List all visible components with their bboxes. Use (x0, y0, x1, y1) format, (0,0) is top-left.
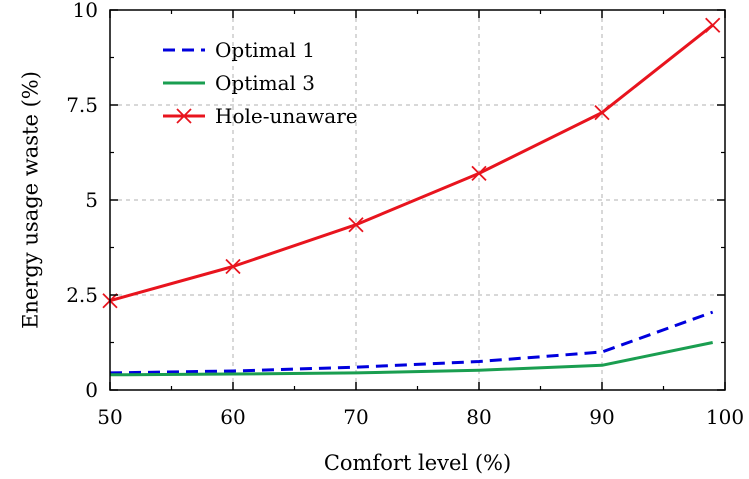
data-point-marker (594, 104, 610, 121)
x-axis-label: Comfort level (%) (324, 451, 511, 475)
x-tick-label: 50 (97, 405, 122, 429)
axis-ticks: 50 60 70 80 90 100 0 2.5 5 7.5 10 (66, 0, 744, 429)
legend-label: Hole-unaware (215, 104, 358, 128)
y-tick-label: 0 (85, 378, 98, 402)
x-tick-label: 100 (706, 405, 744, 429)
y-tick-label: 2.5 (66, 283, 98, 307)
y-axis-label: Energy usage waste (%) (18, 71, 42, 329)
legend-label: Optimal 1 (215, 38, 315, 62)
y-tick-label: 5 (85, 188, 98, 212)
data-point-marker (705, 17, 721, 33)
series-optimal-3 (109, 341, 714, 377)
series-line-optimal-1 (109, 310, 714, 375)
data-point-marker (225, 258, 241, 275)
data-point-marker (471, 165, 487, 182)
series-line-optimal-3 (109, 341, 714, 377)
x-tick-label: 80 (466, 405, 491, 429)
legend-label: Optimal 3 (215, 71, 315, 95)
legend-entry: Optimal 3 (163, 71, 315, 95)
y-tick-label: 7.5 (66, 93, 98, 117)
legend-entry: Optimal 1 (163, 38, 315, 62)
legend: Optimal 1 Optimal 3 Hole-unaware (163, 38, 358, 128)
data-point-marker (348, 217, 364, 233)
series-layer (102, 17, 721, 377)
series-optimal-1 (109, 310, 714, 375)
series-line-hole-unaware (109, 24, 714, 303)
x-tick-label: 90 (589, 405, 614, 429)
series-hole-unaware (102, 17, 721, 309)
x-tick-label: 70 (343, 405, 368, 429)
y-tick-label: 10 (73, 0, 98, 22)
legend-entry: Hole-unaware (163, 104, 358, 128)
x-tick-label: 60 (220, 405, 245, 429)
